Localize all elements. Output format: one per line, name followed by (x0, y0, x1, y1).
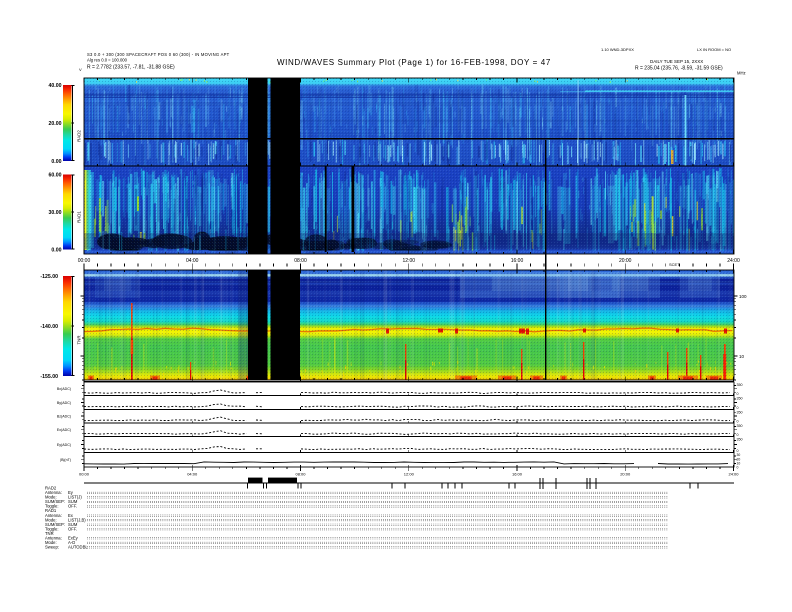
svg-text:LIST(J,B): LIST(J,B) (68, 517, 86, 522)
svg-text:350: 350 (737, 424, 743, 428)
svg-text:ExEy: ExEy (68, 536, 79, 541)
svg-text:00:00: 00:00 (79, 472, 90, 477)
svg-text:08:00: 08:00 (294, 258, 307, 264)
svg-text:30.00: 30.00 (49, 210, 62, 216)
svg-text:0: 0 (737, 449, 739, 453)
svg-text:WIND/WAVES Summary Plot (Page: WIND/WAVES Summary Plot (Page 1) for 16-… (277, 58, 551, 67)
svg-text:10: 10 (737, 462, 741, 466)
svg-text:Ey(ADC): Ey(ADC) (57, 443, 71, 447)
svg-text:-155.00: -155.00 (40, 374, 58, 380)
svg-text:Toggle:: Toggle: (45, 526, 59, 531)
svg-text:DAILY TUE SEP 15, 2XXX: DAILY TUE SEP 15, 2XXX (650, 59, 703, 64)
svg-text:Bx(ADC): Bx(ADC) (57, 387, 71, 391)
svg-text:R = 235.04 (235.76, -8.59,: R = 235.04 (235.76, -8.59, -31.59 GSE) (635, 66, 723, 72)
svg-text:TNR: TNR (45, 531, 54, 536)
svg-text:RAD2: RAD2 (77, 130, 82, 142)
svg-text:0.00: 0.00 (51, 159, 61, 165)
svg-text:350: 350 (737, 383, 743, 387)
svg-text:-140.00: -140.00 (40, 324, 58, 330)
svg-text:08:00: 08:00 (295, 472, 306, 477)
svg-text:0.00: 0.00 (51, 247, 61, 253)
svg-text:16:00: 16:00 (511, 258, 524, 264)
svg-text:12:00: 12:00 (403, 258, 416, 264)
svg-text:16:00: 16:00 (512, 472, 523, 477)
svg-text:350: 350 (737, 397, 743, 401)
svg-text:|B|(nT): |B|(nT) (60, 458, 71, 462)
svg-text:SUM: SUM (68, 522, 78, 527)
svg-text:SUM/SEP:: SUM/SEP: (45, 499, 65, 504)
svg-text:0: 0 (737, 433, 739, 437)
svg-text:350: 350 (737, 438, 743, 442)
svg-text:RAD2: RAD2 (45, 486, 57, 491)
svg-text:MHz: MHz (737, 71, 746, 76)
svg-text:20.00: 20.00 (49, 121, 62, 127)
svg-text:40.00: 40.00 (49, 83, 62, 89)
svg-text:Sweep:: Sweep: (45, 545, 59, 550)
svg-text:S3 0.0 + 300 (300 SPACECRAFT P: S3 0.0 + 300 (300 SPACECRAFT POS 0 60 (3… (87, 52, 230, 57)
svg-text:100: 100 (739, 294, 747, 299)
svg-text:Ex: Ex (68, 513, 74, 518)
svg-text:Mode:: Mode: (45, 540, 57, 545)
svg-text:Ex(ADC): Ex(ADC) (57, 428, 71, 432)
svg-text:SUM: SUM (68, 499, 78, 504)
svg-text:Toggle:: Toggle: (45, 504, 59, 509)
svg-text:SUM/SEP:: SUM/SEP: (45, 522, 65, 527)
svg-text:04:00: 04:00 (186, 258, 199, 264)
svg-text:Mode:: Mode: (45, 495, 57, 500)
svg-text:Bz(ADC): Bz(ADC) (57, 414, 71, 418)
svg-text:SCET: SCET (669, 262, 680, 267)
svg-text:OFF.: OFF. (68, 526, 77, 531)
svg-text:00:00: 00:00 (78, 258, 91, 264)
svg-text:350: 350 (737, 410, 743, 414)
svg-text:Antenna:: Antenna: (45, 513, 62, 518)
svg-text:Antenna:: Antenna: (45, 490, 62, 495)
svg-text:20:00: 20:00 (620, 472, 631, 477)
svg-text:V: V (79, 67, 82, 72)
svg-text:1.10 WND-3DPXX: 1.10 WND-3DPXX (601, 47, 634, 52)
svg-text:TNR: TNR (77, 335, 82, 344)
svg-text:OFF.: OFF. (68, 504, 77, 509)
svg-text:30: 30 (737, 453, 741, 457)
svg-text:A-D: A-D (68, 540, 75, 545)
svg-text:04:00: 04:00 (187, 472, 198, 477)
svg-text:10: 10 (739, 354, 745, 359)
svg-text:0: 0 (737, 420, 739, 424)
svg-text:60.00: 60.00 (49, 172, 62, 178)
svg-text:AUTODBL: AUTODBL (68, 545, 88, 550)
svg-text:LX IN ROOM = NO: LX IN ROOM = NO (697, 47, 731, 52)
svg-text:0: 0 (737, 406, 739, 410)
svg-text:RAD1: RAD1 (45, 508, 57, 513)
svg-text:24:00: 24:00 (728, 472, 739, 477)
svg-text:0: 0 (737, 465, 739, 469)
svg-text:-125.00: -125.00 (40, 274, 58, 280)
svg-text:12:00: 12:00 (404, 472, 415, 477)
svg-text:Mode:: Mode: (45, 517, 57, 522)
svg-text:20:00: 20:00 (619, 258, 632, 264)
svg-text:Ey: Ey (68, 490, 74, 495)
svg-text:20: 20 (737, 458, 741, 462)
svg-text:0: 0 (737, 392, 739, 396)
svg-text:RAD1: RAD1 (77, 211, 82, 223)
svg-text:Antenna:: Antenna: (45, 536, 62, 541)
svg-text:By(ADC): By(ADC) (57, 401, 71, 405)
svg-text:24:00: 24:00 (727, 258, 740, 264)
svg-text:R = 2.7782 (233.57, -7.81,: R = 2.7782 (233.57, -7.81, -31.88 GSE) (87, 65, 175, 71)
svg-text:LIST(J): LIST(J) (68, 495, 82, 500)
svg-text:Alg res 0.0 = 100.000: Alg res 0.0 = 100.000 (87, 58, 128, 63)
